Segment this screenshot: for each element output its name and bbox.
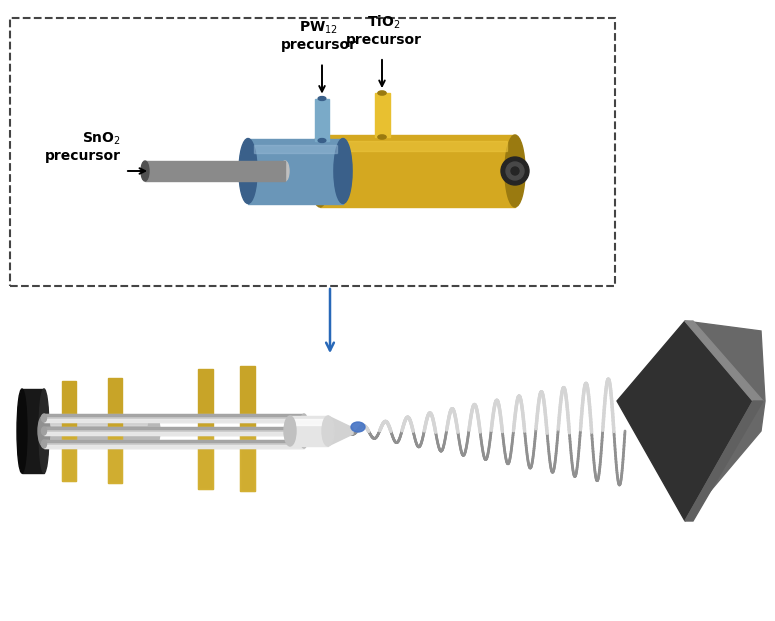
Ellipse shape [17, 389, 27, 473]
Text: SnO$_2$
precursor: SnO$_2$ precursor [45, 130, 121, 163]
Bar [290, 419, 328, 425]
Bar [198, 369, 213, 489]
Ellipse shape [378, 91, 386, 95]
Text: TiO$_2$
precursor: TiO$_2$ precursor [346, 14, 422, 47]
Bar [290, 416, 328, 446]
Ellipse shape [301, 440, 306, 448]
Circle shape [501, 157, 529, 185]
Polygon shape [685, 321, 765, 521]
Bar [44, 440, 304, 442]
Ellipse shape [505, 135, 525, 207]
Ellipse shape [301, 414, 306, 422]
Ellipse shape [378, 135, 386, 139]
Ellipse shape [39, 389, 49, 473]
Bar [44, 414, 304, 422]
Circle shape [511, 167, 519, 175]
Bar [145, 161, 285, 181]
Bar [44, 414, 304, 416]
Bar [108, 378, 122, 483]
Ellipse shape [42, 440, 46, 448]
Ellipse shape [310, 135, 330, 207]
Polygon shape [617, 321, 753, 521]
Bar [44, 440, 304, 448]
Ellipse shape [284, 416, 296, 446]
Bar [62, 433, 76, 481]
Bar [10, 18, 615, 286]
Ellipse shape [42, 414, 46, 422]
Ellipse shape [239, 138, 257, 204]
Ellipse shape [38, 415, 50, 447]
Ellipse shape [141, 161, 149, 181]
Ellipse shape [301, 427, 306, 435]
Bar [248, 138, 343, 204]
Bar [108, 433, 122, 483]
Bar [44, 427, 304, 435]
Bar [240, 366, 255, 491]
Polygon shape [685, 401, 763, 521]
Ellipse shape [319, 96, 326, 101]
Ellipse shape [319, 138, 326, 142]
Ellipse shape [281, 161, 289, 181]
Bar [44, 419, 304, 422]
Text: PW$_{12}$
precursor: PW$_{12}$ precursor [281, 20, 357, 53]
Circle shape [506, 162, 524, 180]
Polygon shape [685, 321, 763, 401]
Bar [44, 417, 154, 425]
Polygon shape [328, 416, 353, 446]
Bar [320, 135, 515, 207]
Bar [254, 145, 337, 153]
Ellipse shape [351, 422, 365, 432]
Ellipse shape [42, 427, 46, 435]
Ellipse shape [148, 415, 160, 447]
Bar [328, 141, 507, 151]
Bar [44, 432, 304, 435]
Bar [62, 381, 76, 481]
Bar [22, 389, 44, 473]
Bar [374, 93, 390, 137]
Bar [240, 431, 255, 491]
Ellipse shape [334, 138, 352, 204]
Bar [44, 415, 154, 447]
Bar [198, 432, 213, 489]
Ellipse shape [322, 416, 334, 446]
Bar [44, 427, 304, 429]
Bar [44, 445, 304, 448]
Bar [315, 99, 329, 140]
